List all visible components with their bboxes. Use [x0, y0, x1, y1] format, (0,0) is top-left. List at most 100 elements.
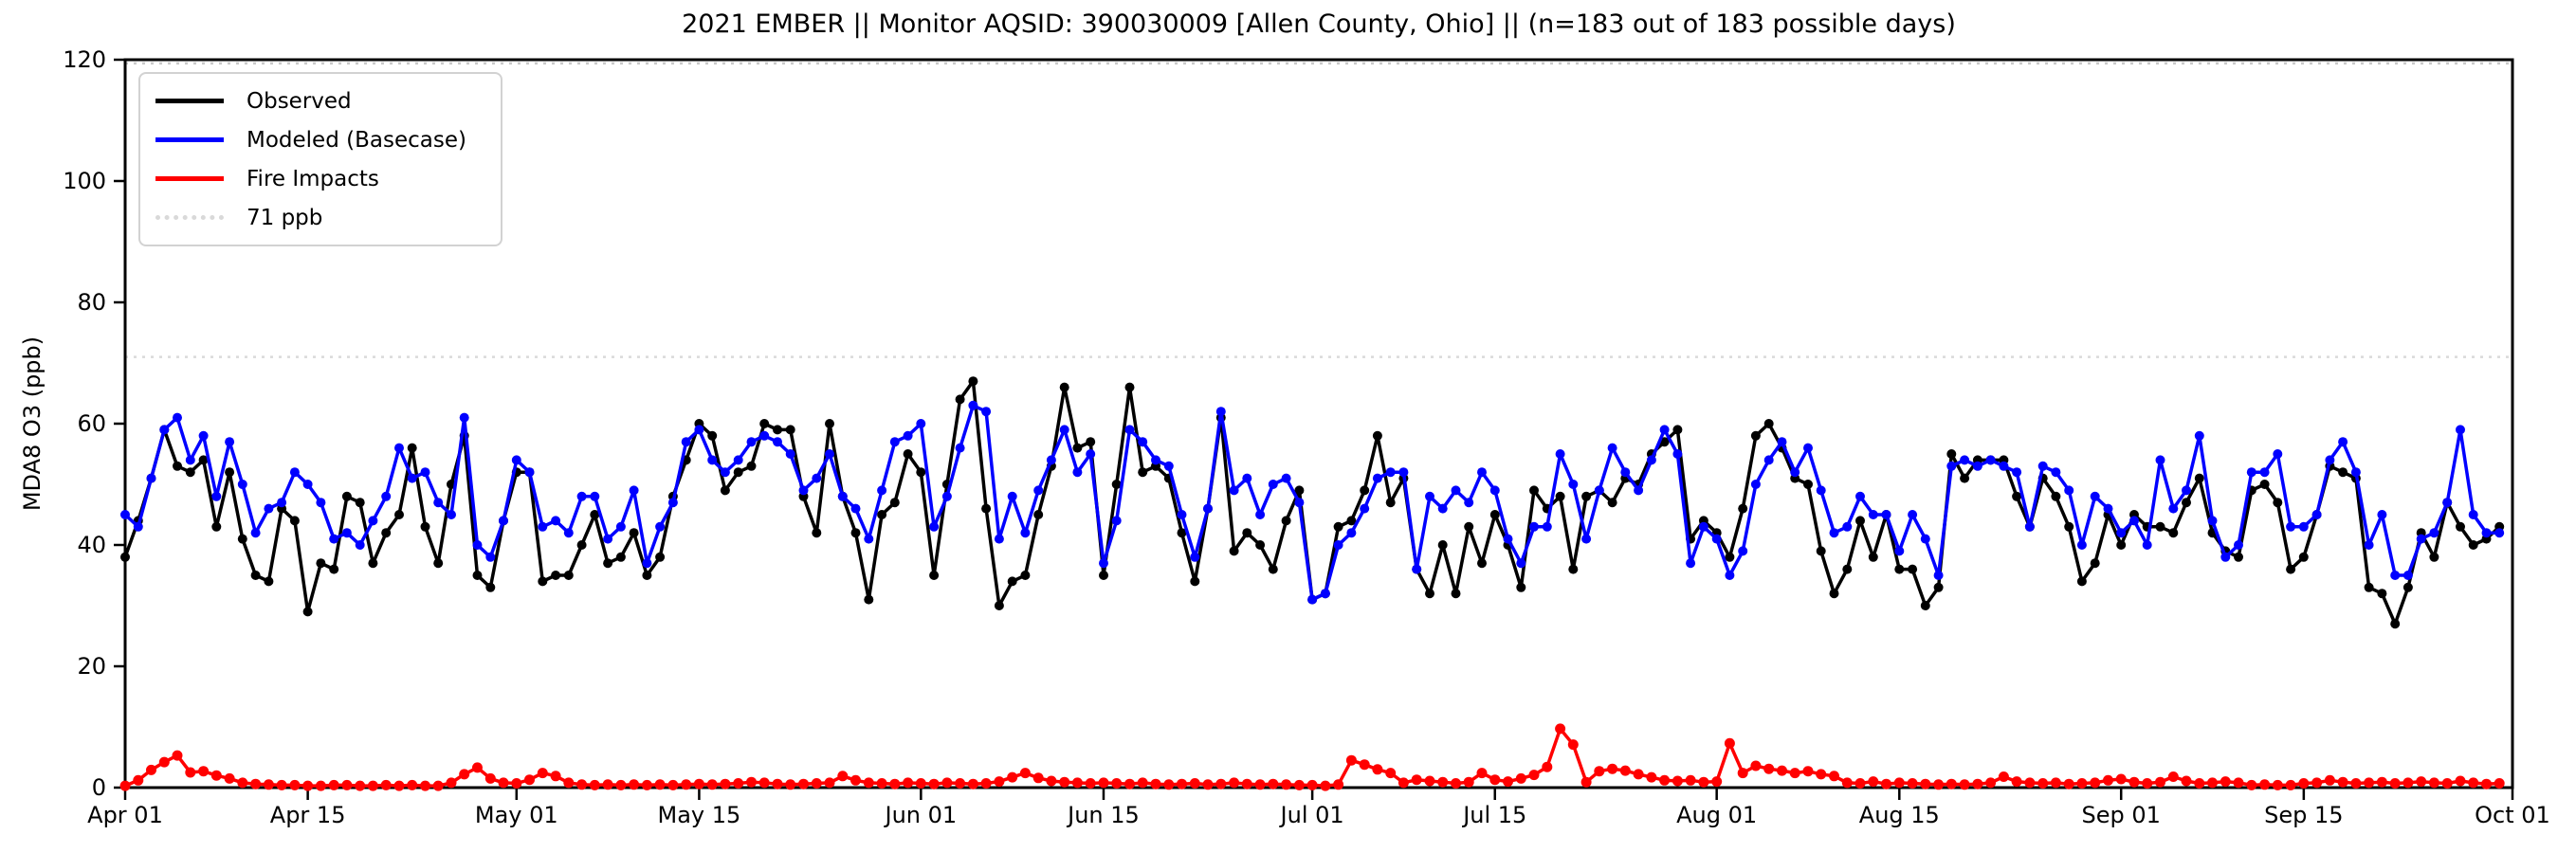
observed-marker	[1763, 419, 1774, 428]
observed-marker	[1099, 571, 1108, 580]
x-tick-label: May 15	[658, 802, 741, 828]
observed-marker	[1229, 546, 1239, 556]
fire-impacts-marker	[2233, 777, 2244, 789]
fire-impacts-marker	[772, 778, 783, 789]
observed-marker	[1489, 510, 1500, 519]
fire-impacts-marker	[420, 780, 430, 791]
fire-impacts-marker	[955, 778, 966, 789]
observed-marker	[2168, 528, 2179, 538]
modeled-basecase-marker	[707, 455, 718, 465]
modeled-basecase-marker	[2429, 528, 2439, 538]
fire-impacts-marker	[1763, 763, 1775, 774]
fire-impacts-marker	[1672, 775, 1683, 787]
observed-marker	[1581, 491, 1592, 501]
fire-impacts-marker	[2037, 778, 2049, 789]
x-tick-label: Oct 01	[2475, 802, 2550, 828]
observed-marker	[2064, 521, 2074, 532]
modeled-basecase-marker	[889, 437, 900, 447]
modeled-basecase-marker	[2234, 540, 2243, 550]
observed-marker	[2456, 521, 2465, 532]
observed-marker	[173, 461, 182, 471]
modeled-basecase-marker	[394, 443, 404, 453]
fire-impacts-marker	[511, 778, 522, 789]
observed-marker	[1281, 516, 1291, 526]
observed-marker	[1855, 516, 1865, 526]
observed-marker	[1059, 382, 1069, 392]
fire-impacts-marker	[706, 779, 718, 790]
observed-marker	[968, 376, 978, 387]
modeled-basecase-marker	[2494, 528, 2505, 538]
observed-marker	[916, 467, 926, 478]
y-tick-label: 60	[77, 410, 106, 437]
observed-marker	[1464, 521, 1474, 532]
modeled-basecase-marker	[302, 480, 313, 489]
fire-impacts-marker	[1555, 723, 1566, 735]
modeled-basecase-marker	[981, 407, 992, 417]
modeled-basecase-marker	[1451, 485, 1461, 496]
fire-impacts-marker	[863, 777, 874, 789]
modeled-basecase-marker	[1659, 425, 1670, 435]
fire-impacts-marker	[837, 771, 849, 782]
observed-marker	[2286, 564, 2296, 574]
fire-impacts-marker	[432, 780, 444, 791]
observed-marker	[707, 430, 718, 441]
fire-impacts-marker	[1777, 765, 1787, 776]
modeled-basecase-marker	[355, 540, 365, 550]
modeled-basecase-marker	[2350, 467, 2361, 478]
modeled-basecase-marker	[2142, 540, 2152, 550]
observed-marker	[185, 467, 195, 478]
modeled-basecase-marker	[1215, 407, 1226, 417]
modeled-basecase-marker	[864, 534, 874, 544]
modeled-basecase-marker	[903, 430, 913, 441]
fire-impacts-marker	[1737, 768, 1748, 779]
modeled-basecase-marker	[1777, 437, 1787, 447]
fire-impacts-marker	[484, 772, 496, 784]
fire-impacts-marker	[889, 778, 901, 789]
modeled-basecase-marker	[2103, 503, 2113, 514]
modeled-basecase-marker	[1555, 449, 1565, 459]
observed-marker	[576, 540, 587, 550]
modeled-basecase-marker	[1398, 467, 1409, 478]
fire-impacts-marker	[1306, 779, 1318, 790]
fire-impacts-marker	[380, 779, 392, 790]
fire-impacts-marker	[1046, 775, 1057, 787]
fire-impacts-marker	[2259, 779, 2271, 790]
fire-impacts-marker	[315, 780, 326, 791]
observed-marker	[785, 425, 795, 435]
modeled-basecase-marker	[720, 467, 730, 478]
modeled-basecase-marker	[1920, 534, 1930, 544]
modeled-basecase-marker	[1790, 467, 1800, 478]
modeled-basecase-marker	[759, 430, 770, 441]
modeled-basecase-marker	[1686, 558, 1696, 569]
observed-marker	[994, 601, 1004, 610]
fire-impacts-marker	[2324, 774, 2335, 786]
modeled-basecase-marker	[277, 498, 287, 508]
observed-marker	[211, 521, 222, 532]
fire-impacts-marker	[1594, 766, 1605, 777]
observed-marker	[955, 394, 965, 405]
observed-marker	[1842, 564, 1853, 574]
fire-impacts-marker	[2416, 776, 2427, 788]
observed-marker	[2155, 521, 2165, 532]
modeled-basecase-marker	[733, 455, 743, 465]
fire-impacts-marker	[798, 778, 809, 789]
observed-marker	[1933, 582, 1944, 592]
modeled-basecase-marker	[289, 467, 300, 478]
modeled-basecase-marker	[1151, 455, 1160, 465]
fire-impacts-marker	[1359, 759, 1370, 771]
legend-label: Modeled (Basecase)	[247, 127, 466, 153]
modeled-basecase-marker	[941, 491, 952, 501]
legend-label: Fire Impacts	[247, 166, 379, 191]
modeled-basecase-marker	[2220, 552, 2231, 562]
legend-item-fire: Fire Impacts	[155, 159, 491, 198]
modeled-basecase-marker	[2468, 510, 2478, 519]
modeled-basecase-marker	[1242, 473, 1252, 483]
fire-impacts-marker	[1163, 779, 1175, 790]
modeled-basecase-marker	[2377, 510, 2387, 519]
modeled-basecase-marker	[1960, 455, 1970, 465]
modeled-basecase-marker	[2246, 467, 2256, 478]
modeled-basecase-marker	[433, 498, 444, 508]
modeled-basecase-marker	[1437, 503, 1448, 514]
observed-marker	[1268, 564, 1278, 574]
